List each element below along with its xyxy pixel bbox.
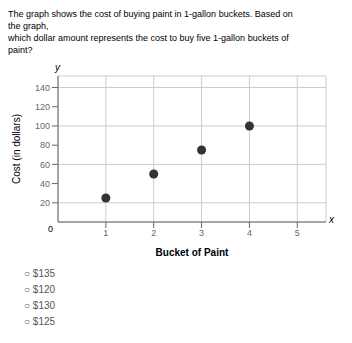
svg-text:120: 120 (35, 102, 50, 112)
svg-text:100: 100 (35, 121, 50, 131)
svg-text:5: 5 (295, 228, 300, 238)
html-text:The graph shows the cost of bu: The graph shows the cost of buying paint… (8, 9, 293, 55)
html-text:○ $130: ○ $130 (24, 300, 56, 311)
svg-text:60: 60 (40, 160, 50, 170)
svg-text:Cost (in dollars): Cost (in dollars) (11, 114, 22, 184)
html-text:y: y (55, 62, 60, 73)
svg-text:1: 1 (103, 228, 108, 238)
svg-text:80: 80 (40, 140, 50, 150)
html-text:○ $120: ○ $120 (24, 284, 56, 295)
svg-text:4: 4 (247, 228, 252, 238)
html-text:○ $135: ○ $135 (24, 268, 56, 279)
svg-text:Bucket of Paint: Bucket of Paint (156, 247, 229, 258)
svg-text:40: 40 (40, 179, 50, 189)
html-text:x: x (329, 214, 334, 225)
svg-text:140: 140 (35, 83, 50, 93)
html-text:0: 0 (48, 224, 53, 234)
svg-text:2: 2 (151, 228, 156, 238)
svg-text:20: 20 (40, 198, 50, 208)
html-text:○ $125: ○ $125 (24, 316, 56, 327)
svg-text:3: 3 (199, 228, 204, 238)
